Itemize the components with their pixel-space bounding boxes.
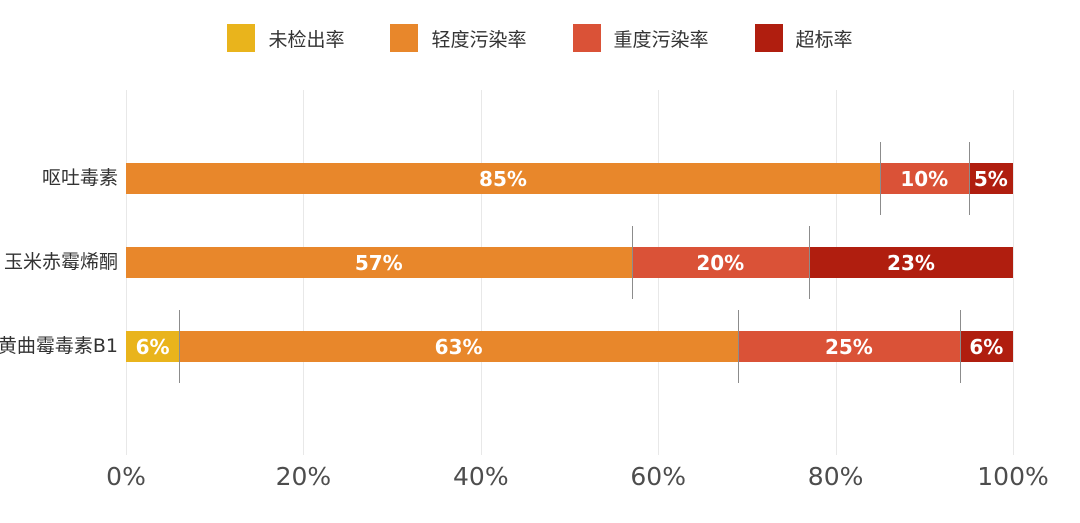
bar-segment-重度污染率[interactable]: 25%: [738, 331, 960, 362]
legend-item-未检出率[interactable]: 未检出率: [227, 24, 344, 52]
category-label: 呕吐毒素: [41, 167, 118, 189]
bar-row: 85% 10% 5%: [126, 142, 1013, 215]
legend-swatch: [227, 24, 256, 52]
legend-swatch: [754, 24, 783, 52]
legend-item-超标率[interactable]: 超标率: [754, 24, 853, 52]
legend: 未检出率 轻度污染率 重度污染率 超标率: [0, 24, 1080, 52]
bar-segment-超标率[interactable]: 6%: [959, 331, 1013, 362]
legend-label: 未检出率: [268, 28, 345, 51]
segment-value-label: 85%: [479, 166, 527, 191]
segment-value-label: 10%: [900, 166, 949, 191]
bar-segment-超标率[interactable]: 23%: [808, 247, 1013, 278]
legend-item-重度污染率[interactable]: 重度污染率: [572, 24, 709, 52]
segment-divider-line: [631, 226, 633, 299]
x-axis-tick-label: 40%: [453, 462, 509, 491]
plot-area: 0% 20% 40% 60% 80% 100% 85% 10% 5% 呕吐毒素 57% 20% 23% 玉…: [0, 90, 1049, 491]
bar-segment-未检出率[interactable]: 6%: [126, 331, 180, 362]
segment-value-label: 23%: [887, 250, 935, 275]
gridline: [1013, 90, 1014, 455]
bar-segment-轻度污染率[interactable]: 85%: [126, 163, 880, 194]
legend-swatch: [390, 24, 419, 52]
bar-segment-轻度污染率[interactable]: 63%: [179, 331, 739, 362]
x-axis-tick-label: 0%: [106, 462, 146, 491]
bar-segment-重度污染率[interactable]: 10%: [879, 163, 969, 194]
bar-row: 6% 63% 25% 6%: [126, 310, 1013, 383]
x-axis-tick-label: 80%: [807, 462, 864, 491]
segment-value-label: 6%: [969, 334, 1004, 359]
segment-value-label: 63%: [434, 334, 483, 359]
legend-item-轻度污染率[interactable]: 轻度污染率: [390, 24, 527, 52]
segment-value-label: 20%: [696, 250, 745, 275]
segment-divider-line: [879, 142, 881, 215]
legend-label: 重度污染率: [613, 28, 709, 51]
segment-divider-line: [959, 310, 961, 383]
bar-row: 57% 20% 23%: [126, 226, 1013, 299]
segment-value-label: 5%: [973, 166, 1008, 191]
x-axis-tick-label: 100%: [977, 462, 1049, 491]
category-label: 黄曲霉毒素B1: [0, 335, 118, 357]
legend-swatch: [572, 24, 601, 52]
bar-segment-超标率[interactable]: 5%: [968, 163, 1013, 194]
x-axis-tick-label: 20%: [275, 462, 332, 491]
segment-value-label: 6%: [135, 334, 170, 359]
segment-value-label: 57%: [354, 250, 403, 275]
x-axis-tick-label: 60%: [630, 462, 686, 491]
segment-divider-line: [738, 310, 740, 383]
legend-label: 超标率: [795, 28, 853, 51]
segment-divider-line: [179, 310, 181, 383]
legend-label: 轻度污染率: [431, 28, 527, 51]
bar-segment-轻度污染率[interactable]: 57%: [126, 247, 632, 278]
segment-value-label: 25%: [824, 334, 873, 359]
segment-divider-line: [968, 142, 970, 215]
bar-segment-重度污染率[interactable]: 20%: [631, 247, 809, 278]
segment-divider-line: [808, 226, 810, 299]
category-label: 玉米赤霉烯酮: [3, 251, 118, 273]
